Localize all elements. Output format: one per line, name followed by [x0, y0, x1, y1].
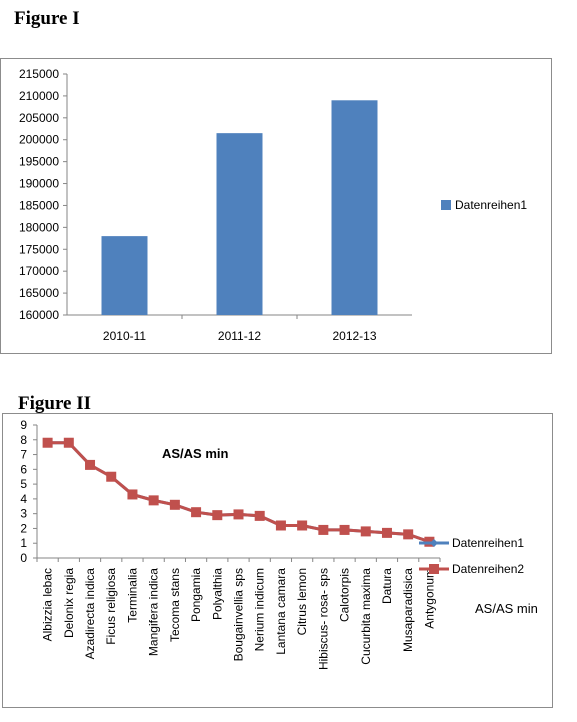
bar-2010-11 [101, 236, 148, 315]
figure-1-title: Figure I [14, 8, 80, 29]
y-tick-label: 190000 [19, 177, 59, 191]
bar-2011-12 [216, 133, 263, 315]
x-tick-label: 2011-12 [218, 329, 261, 343]
legend-label-datenreihen1: Datenreihen1 [455, 198, 527, 212]
figure-2-title: Figure II [18, 393, 92, 414]
y-tick-label: 210000 [19, 89, 59, 103]
x-tick-label: 2010-11 [103, 329, 146, 343]
y-tick-label: 185000 [19, 198, 59, 212]
y-tick-label: 170000 [19, 264, 59, 278]
x-tick-label: 2012-13 [332, 329, 376, 343]
y-tick-label: 215000 [19, 67, 59, 81]
y-tick-label: 195000 [19, 155, 59, 169]
legend-swatch-datenreihen1 [441, 200, 451, 210]
y-tick-label: 200000 [19, 133, 59, 147]
y-tick-label: 165000 [19, 286, 59, 300]
y-tick-label: 205000 [19, 111, 59, 125]
bar-2012-13 [331, 100, 378, 315]
y-tick-label: 180000 [19, 220, 59, 234]
chart-1-frame [0, 58, 552, 354]
y-tick-label: 175000 [19, 242, 59, 256]
y-tick-label: 160000 [19, 308, 59, 322]
